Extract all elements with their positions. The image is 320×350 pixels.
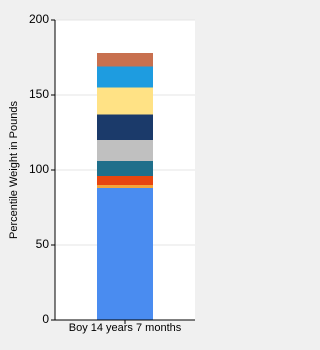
chart: Percentile Weight in Pounds 0 50 100 150 200… [7,12,195,334]
y-tick-label: 200 [29,12,49,26]
bar-segment [97,53,153,67]
bar-segment [97,66,153,88]
y-axis-label: Percentile Weight in Pounds [8,101,20,239]
y-tick-label: 50 [36,237,50,251]
x-tick-label: Boy 14 years 7 months [69,322,182,334]
bar-segment [97,114,153,140]
y-tick-label: 0 [42,312,49,326]
bar-segment [97,140,153,161]
bar-segment [97,188,153,320]
bar-segment [97,87,153,115]
y-tick-label: 100 [29,162,49,176]
bar-segment [97,161,153,176]
bar-segment [97,176,153,185]
bar-segment [97,185,153,188]
y-tick-label: 150 [29,87,49,101]
